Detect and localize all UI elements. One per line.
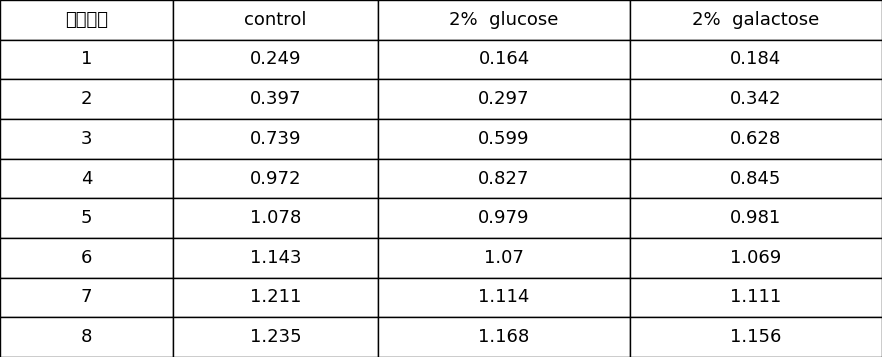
Bar	[173, 119, 378, 159]
Bar	[0, 317, 173, 357]
Text: 1.143: 1.143	[250, 249, 301, 267]
Text: 1.235: 1.235	[250, 328, 301, 346]
Bar	[173, 278, 378, 317]
Bar	[0, 119, 173, 159]
Text: 4: 4	[80, 170, 92, 187]
Text: 1.07: 1.07	[484, 249, 524, 267]
Bar	[378, 238, 630, 278]
Text: 1.111: 1.111	[730, 288, 781, 307]
Bar	[173, 198, 378, 238]
Text: 0.979: 0.979	[478, 209, 530, 227]
Bar	[173, 159, 378, 198]
Bar	[630, 0, 882, 40]
Text: 1.069: 1.069	[730, 249, 781, 267]
Text: 0.599: 0.599	[478, 130, 530, 148]
Text: 0.628: 0.628	[730, 130, 781, 148]
Bar	[0, 0, 173, 40]
Bar	[630, 238, 882, 278]
Text: 0.184: 0.184	[730, 50, 781, 69]
Text: 5: 5	[80, 209, 92, 227]
Text: 1.211: 1.211	[250, 288, 301, 307]
Bar	[378, 317, 630, 357]
Bar	[630, 198, 882, 238]
Bar	[0, 79, 173, 119]
Bar	[378, 198, 630, 238]
Text: 0.297: 0.297	[478, 90, 530, 108]
Text: 2%  galactose: 2% galactose	[692, 11, 819, 29]
Text: 1.078: 1.078	[250, 209, 301, 227]
Text: 0.739: 0.739	[250, 130, 301, 148]
Bar	[173, 238, 378, 278]
Bar	[630, 79, 882, 119]
Bar	[630, 317, 882, 357]
Text: 0.981: 0.981	[730, 209, 781, 227]
Bar	[378, 278, 630, 317]
Text: control: control	[244, 11, 307, 29]
Bar	[173, 40, 378, 79]
Text: 0.845: 0.845	[730, 170, 781, 187]
Text: 1.156: 1.156	[730, 328, 781, 346]
Text: 2: 2	[80, 90, 92, 108]
Text: 7: 7	[80, 288, 92, 307]
Text: 배양시간: 배양시간	[65, 11, 108, 29]
Bar	[173, 0, 378, 40]
Text: 0.164: 0.164	[478, 50, 529, 69]
Bar	[0, 198, 173, 238]
Bar	[0, 159, 173, 198]
Text: 1.114: 1.114	[478, 288, 530, 307]
Bar	[0, 238, 173, 278]
Text: 8: 8	[80, 328, 92, 346]
Bar	[378, 119, 630, 159]
Text: 1: 1	[80, 50, 92, 69]
Bar	[630, 278, 882, 317]
Text: 0.972: 0.972	[250, 170, 301, 187]
Bar	[378, 40, 630, 79]
Bar	[630, 119, 882, 159]
Bar	[630, 159, 882, 198]
Bar	[378, 159, 630, 198]
Bar	[630, 40, 882, 79]
Bar	[378, 0, 630, 40]
Text: 0.397: 0.397	[250, 90, 301, 108]
Text: 0.342: 0.342	[730, 90, 781, 108]
Text: 2%  glucose: 2% glucose	[449, 11, 558, 29]
Bar	[173, 317, 378, 357]
Text: 1.168: 1.168	[478, 328, 529, 346]
Bar	[0, 40, 173, 79]
Bar	[0, 278, 173, 317]
Text: 6: 6	[80, 249, 92, 267]
Text: 3: 3	[80, 130, 92, 148]
Bar	[173, 79, 378, 119]
Text: 0.249: 0.249	[250, 50, 301, 69]
Bar	[378, 79, 630, 119]
Text: 0.827: 0.827	[478, 170, 530, 187]
